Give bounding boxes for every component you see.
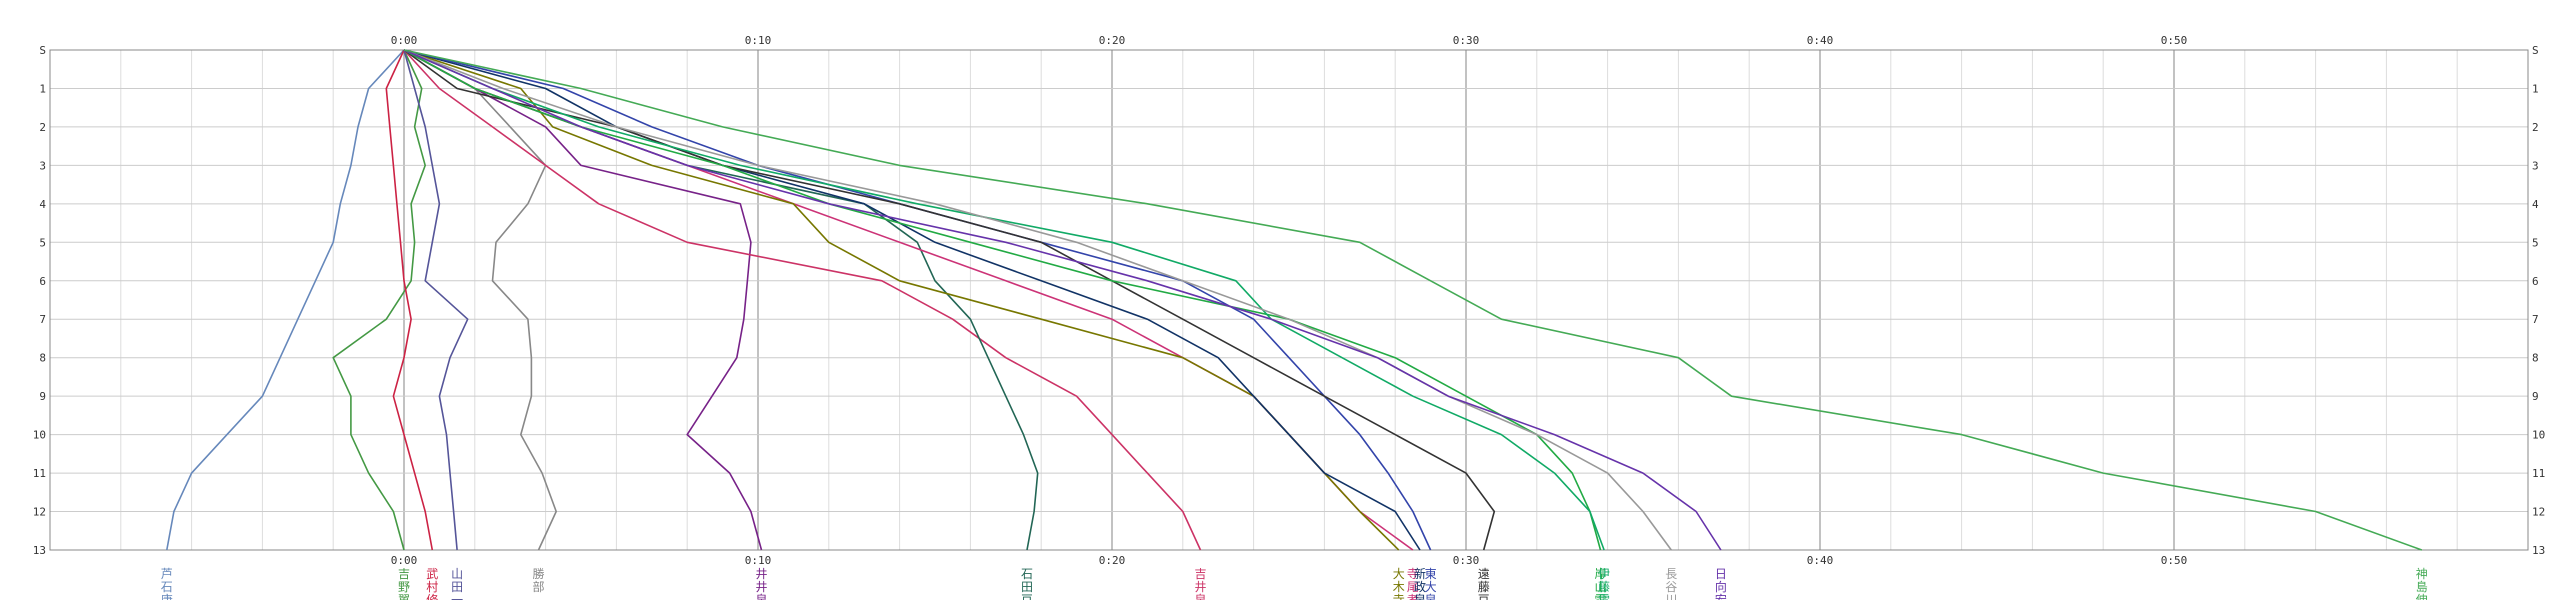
y-tick-label-right: 13 [2532, 544, 2545, 557]
grid [49, 49, 2529, 551]
plot-border [49, 49, 2529, 551]
x-tick-label-bottom: 0:30 [1453, 554, 1480, 567]
x-tick-label-bottom: 0:00 [391, 554, 418, 567]
y-tick-label-left: 8 [39, 352, 46, 365]
y-tick-label-left: 6 [39, 275, 46, 288]
tick-labels: 0:00 0:00 0:10 0:10 0:20 0:20 0:30 0:30 0:40 0:40… [33, 34, 2546, 567]
series-line-8 [403, 49, 1414, 551]
series-label-6: 吉井泉 [1194, 567, 1206, 600]
y-tick-label-right: 8 [2532, 352, 2539, 365]
x-tick-label-top: 0:50 [2161, 34, 2188, 47]
y-tick-label-left: 10 [33, 429, 46, 442]
y-tick-label-left: 4 [39, 198, 46, 211]
series-label-13: 岸山雷 [1595, 567, 1607, 600]
plot-frame [49, 49, 2529, 551]
y-tick-label-left: 9 [39, 390, 46, 403]
y-tick-label-left: 1 [39, 82, 46, 95]
series-label-0: 芦石康 [161, 567, 173, 600]
y-tick-label-right: 12 [2532, 506, 2545, 519]
series-group [166, 49, 2423, 551]
series-label-4: 勝部 [533, 566, 545, 594]
y-tick-label-right: 9 [2532, 390, 2539, 403]
y-tick-label-right: 1 [2532, 82, 2539, 95]
series-line-6 [403, 49, 1202, 551]
series-line-1 [332, 49, 427, 551]
series-line-2 [385, 49, 434, 551]
series-label-7: 石田豆 [1021, 567, 1033, 600]
series-line-14 [403, 49, 1605, 551]
y-tick-label-left: 11 [33, 467, 46, 480]
y-tick-label-right: 11 [2532, 467, 2545, 480]
series-label-14: 伊藤雷 [1598, 567, 1610, 600]
series-label-5: 井井泉 [756, 567, 768, 600]
series-label-3: 山田一 [451, 567, 463, 600]
series-label-1: 吉野翼 [398, 567, 410, 600]
x-tick-label-bottom: 0:10 [745, 554, 772, 567]
series-label-9: 大木寺 [1393, 567, 1405, 600]
series-line-13 [403, 49, 1602, 551]
series-line-7 [403, 49, 1039, 551]
x-tick-label-top: 0:10 [745, 34, 772, 47]
y-tick-label-right: 10 [2532, 429, 2545, 442]
x-tick-label-bottom: 0:40 [1807, 554, 1834, 567]
series-line-10 [403, 49, 1421, 551]
y-tick-label-left: 12 [33, 506, 46, 519]
series-line-9 [403, 49, 1400, 551]
series-label-10: 新政泉 [1414, 566, 1426, 600]
y-tick-label-right: 7 [2532, 313, 2539, 326]
series-label-11: 東大泉 [1425, 567, 1437, 600]
series-label-15: 長谷川 [1665, 567, 1677, 600]
x-tick-label-top: 0:00 [391, 34, 418, 47]
series-label-16: 日向宏 [1715, 567, 1727, 600]
series-label-17: 神島伸 [2416, 567, 2428, 600]
x-tick-label-top: 0:30 [1453, 34, 1480, 47]
y-tick-label-left: 7 [39, 313, 46, 326]
series-label-8: 寺尾孝 [1407, 567, 1419, 600]
y-tick-label-left: 3 [39, 159, 46, 172]
series-line-17 [403, 49, 2423, 551]
x-tick-label-bottom: 0:20 [1099, 554, 1126, 567]
y-tick-label-left: S [39, 44, 46, 57]
series-line-12 [403, 49, 1496, 551]
y-tick-label-right: 6 [2532, 275, 2539, 288]
y-tick-label-right: 4 [2532, 198, 2539, 211]
y-tick-label-right: 3 [2532, 159, 2539, 172]
y-tick-label-right: S [2532, 44, 2539, 57]
series-line-4 [403, 49, 558, 551]
series-label-12: 遠藤豆 [1478, 567, 1490, 600]
series-line-16 [403, 49, 1722, 551]
series-line-0 [166, 49, 405, 551]
x-tick-label-top: 0:40 [1807, 34, 1834, 47]
y-tick-label-right: 2 [2532, 121, 2539, 134]
y-tick-label-left: 5 [39, 236, 46, 249]
series-line-15 [403, 49, 1672, 551]
series-line-3 [403, 49, 469, 551]
y-tick-label-left: 13 [33, 544, 46, 557]
series-line-5 [403, 49, 763, 551]
x-tick-label-bottom: 0:50 [2161, 554, 2188, 567]
series-line-11 [403, 49, 1432, 551]
y-tick-label-right: 5 [2532, 236, 2539, 249]
x-tick-label-top: 0:20 [1099, 34, 1126, 47]
y-tick-label-left: 2 [39, 121, 46, 134]
series-label-2: 武村修 [426, 567, 438, 600]
